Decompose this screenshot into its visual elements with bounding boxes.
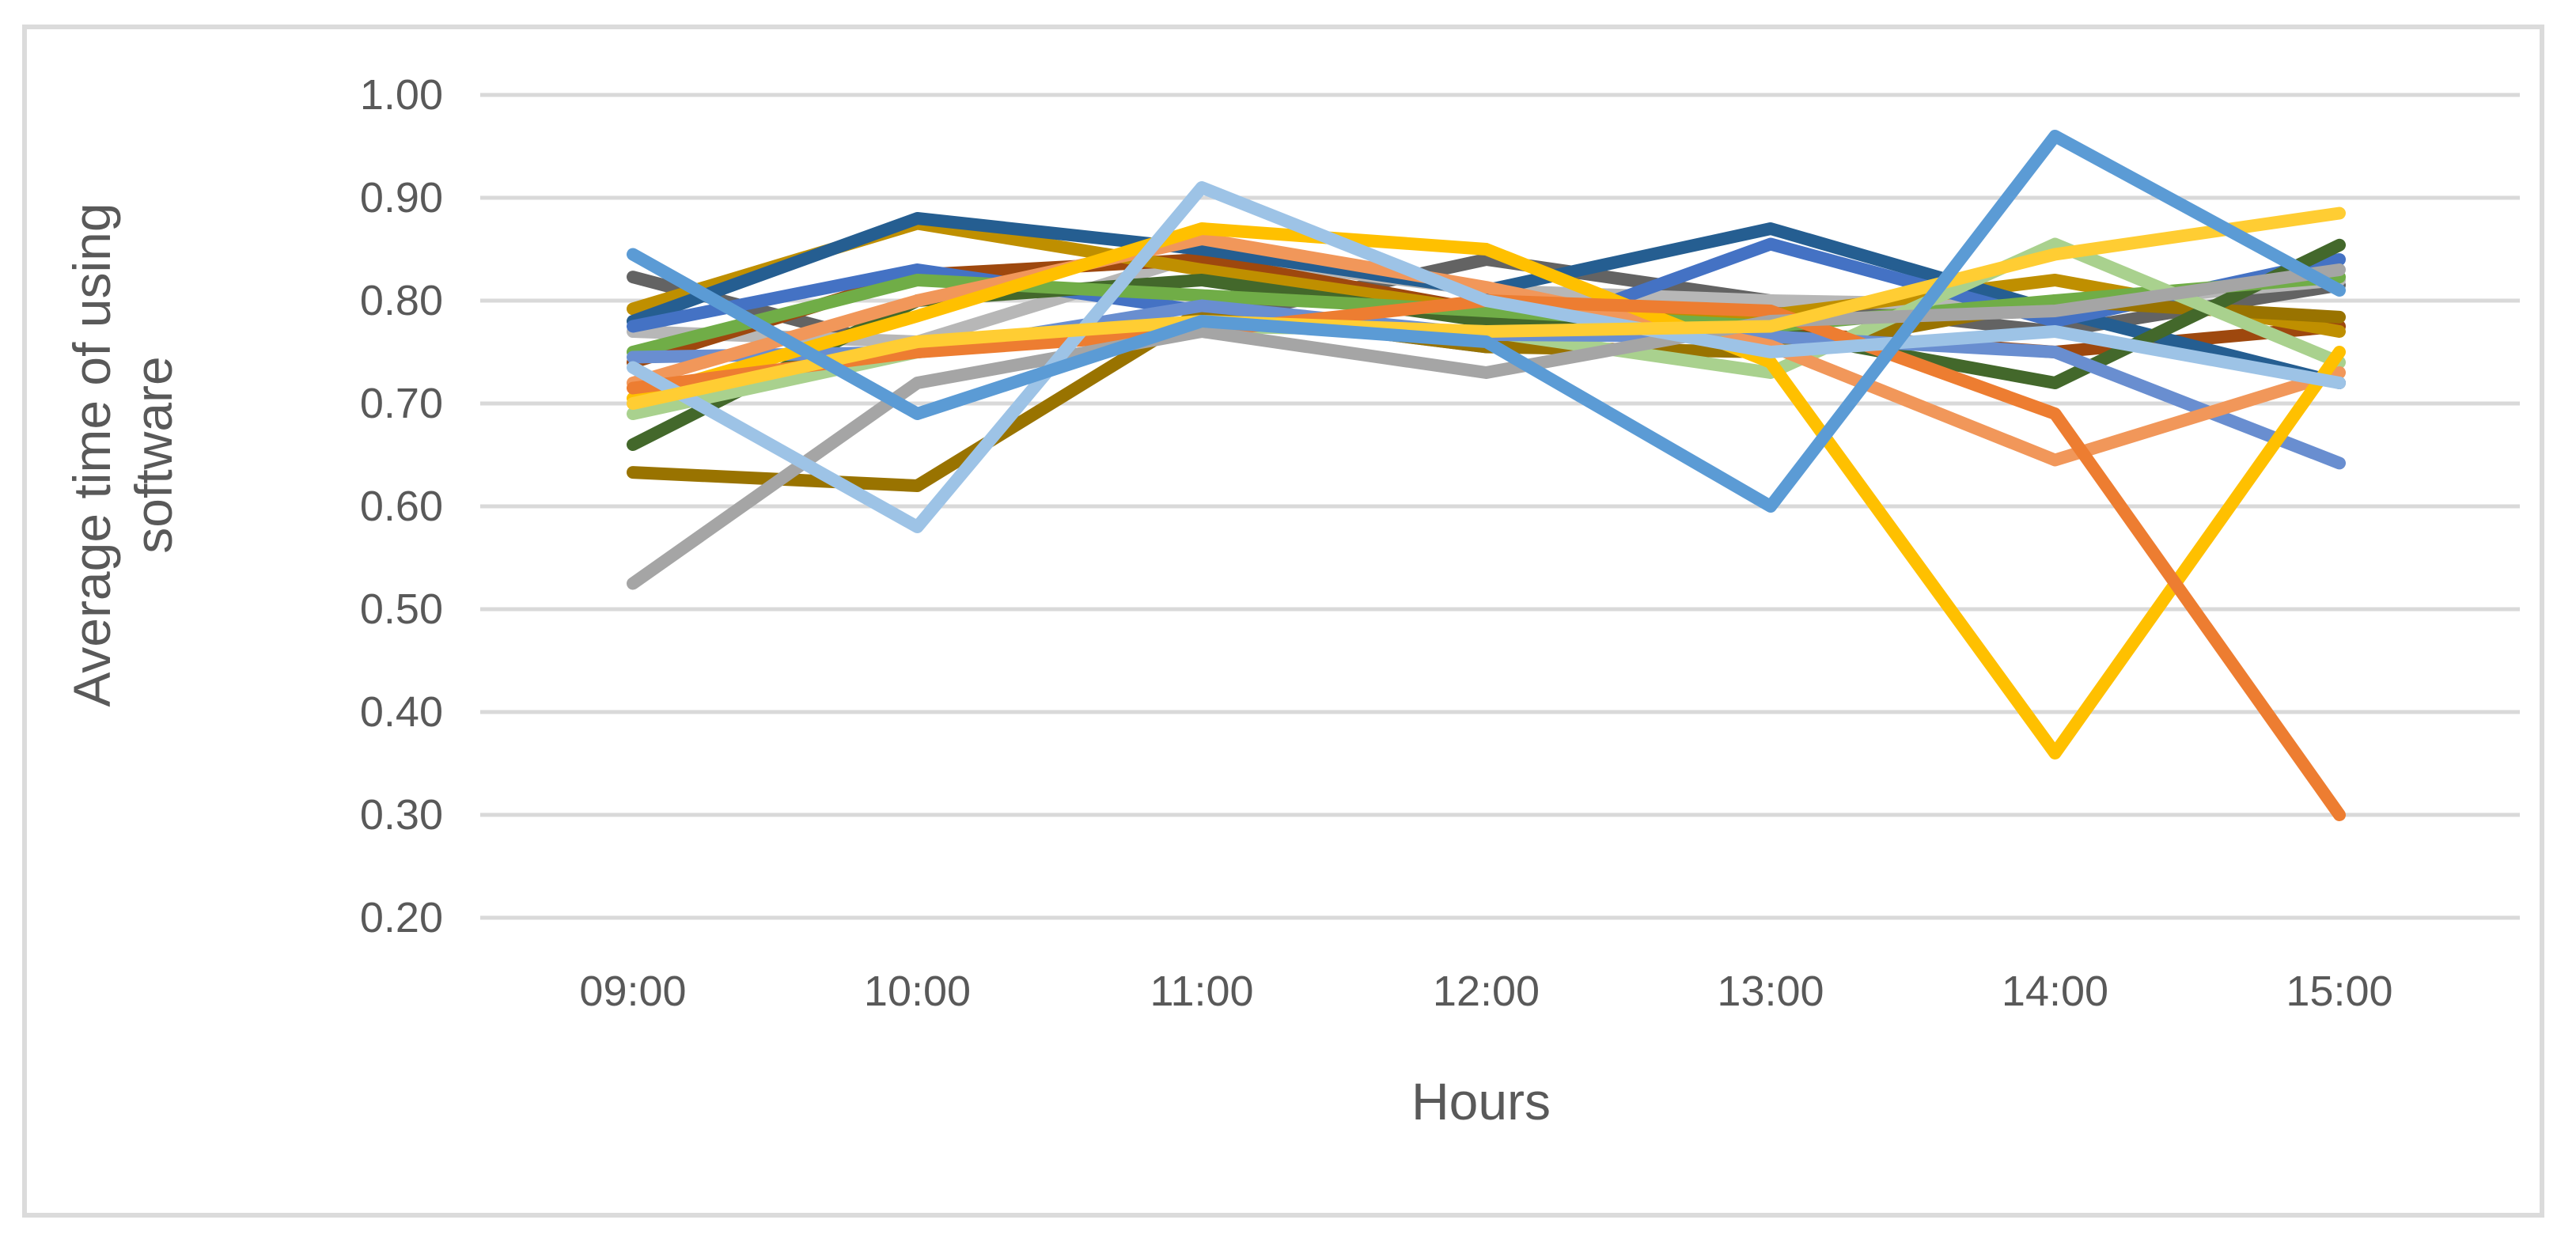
- y-axis-tick-labels: 1.00 0.90 0.80 0.70 0.60 0.50 0.40 0.30 0.20: [360, 71, 443, 941]
- x-tick-label: 12:00: [1433, 968, 1540, 1015]
- series-light-gold-line[interactable]: [627, 206, 2346, 410]
- series-pale-blue-line[interactable]: [627, 181, 2346, 533]
- y-axis-title-line-2: software: [124, 356, 183, 554]
- y-tick-label: 0.30: [360, 791, 443, 839]
- series-lines-group: [627, 130, 2346, 821]
- x-axis-tick-labels: 09:00 10:00 11:00 12:00 13:00 14:00 15:00: [579, 968, 2392, 1015]
- series-salmon-line[interactable]: [627, 233, 2346, 467]
- series-green-line[interactable]: [627, 271, 2346, 358]
- x-axis-title: Hours: [1411, 1072, 1551, 1131]
- x-tick-label: 11:00: [1150, 968, 1253, 1015]
- series-gold-line[interactable]: [627, 222, 2346, 759]
- y-tick-label: 0.60: [360, 483, 443, 530]
- x-tick-label: 14:00: [2002, 968, 2108, 1015]
- y-tick-label: 1.00: [360, 71, 443, 119]
- x-tick-label: 10:00: [864, 968, 971, 1015]
- x-tick-label: 15:00: [2286, 968, 2392, 1015]
- series-light-blue-line[interactable]: [627, 130, 2346, 513]
- y-tick-label: 0.80: [360, 277, 443, 324]
- y-axis-title-line-1: Average time of using: [63, 203, 121, 707]
- y-tick-label: 0.70: [360, 380, 443, 427]
- y-tick-label: 0.40: [360, 688, 443, 736]
- series-gray-line[interactable]: [627, 263, 2346, 590]
- x-tick-label: 09:00: [579, 968, 686, 1015]
- x-tick-label: 13:00: [1717, 968, 1824, 1015]
- y-tick-label: 0.50: [360, 585, 443, 633]
- gridlines-group: [480, 93, 2520, 920]
- y-tick-label: 0.20: [360, 894, 443, 941]
- y-tick-label: 0.90: [360, 174, 443, 222]
